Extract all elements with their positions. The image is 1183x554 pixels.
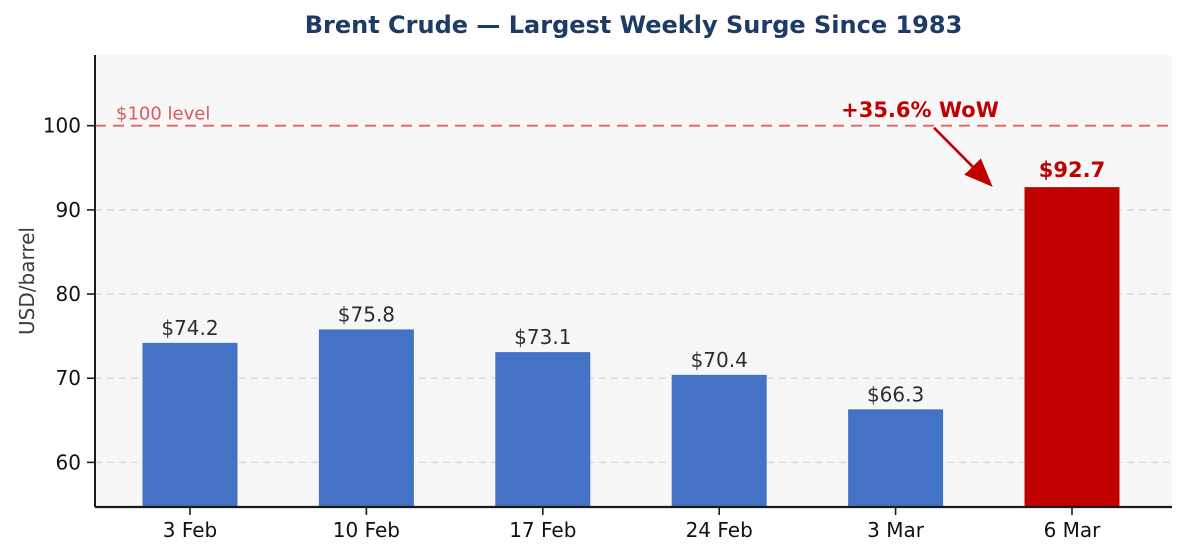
y-tick-label: 90 <box>56 198 81 222</box>
bar <box>142 342 238 507</box>
x-tick-label: 17 Feb <box>509 518 576 542</box>
plot-background <box>95 55 1172 507</box>
bar <box>318 329 414 507</box>
y-tick-label: 70 <box>56 366 81 390</box>
annotation-text: +35.6% WoW <box>841 98 999 122</box>
bar-value-label: $66.3 <box>867 382 924 406</box>
y-tick-label: 80 <box>56 282 81 306</box>
y-tick-label: 100 <box>43 114 81 138</box>
x-tick-label: 24 Feb <box>686 518 753 542</box>
bar <box>848 409 944 507</box>
highlight-value-label: $92.7 <box>1039 158 1105 182</box>
bar <box>495 352 591 507</box>
bar <box>671 374 767 507</box>
x-tick-label: 3 Mar <box>867 518 925 542</box>
bar <box>1024 187 1120 507</box>
x-tick-label: 6 Mar <box>1044 518 1102 542</box>
bar-value-label: $74.2 <box>161 316 218 340</box>
bar-value-label: $73.1 <box>514 325 571 349</box>
chart-title: Brent Crude — Largest Weekly Surge Since… <box>304 11 963 39</box>
threshold-label: $100 level <box>116 104 210 125</box>
annotation-arrow <box>933 126 993 187</box>
x-tick-label: 10 Feb <box>333 518 400 542</box>
bar-value-label: $70.4 <box>691 348 748 372</box>
bar-value-label: $75.8 <box>338 302 395 326</box>
y-tick-label: 60 <box>56 450 81 474</box>
x-tick-label: 3 Feb <box>163 518 218 542</box>
